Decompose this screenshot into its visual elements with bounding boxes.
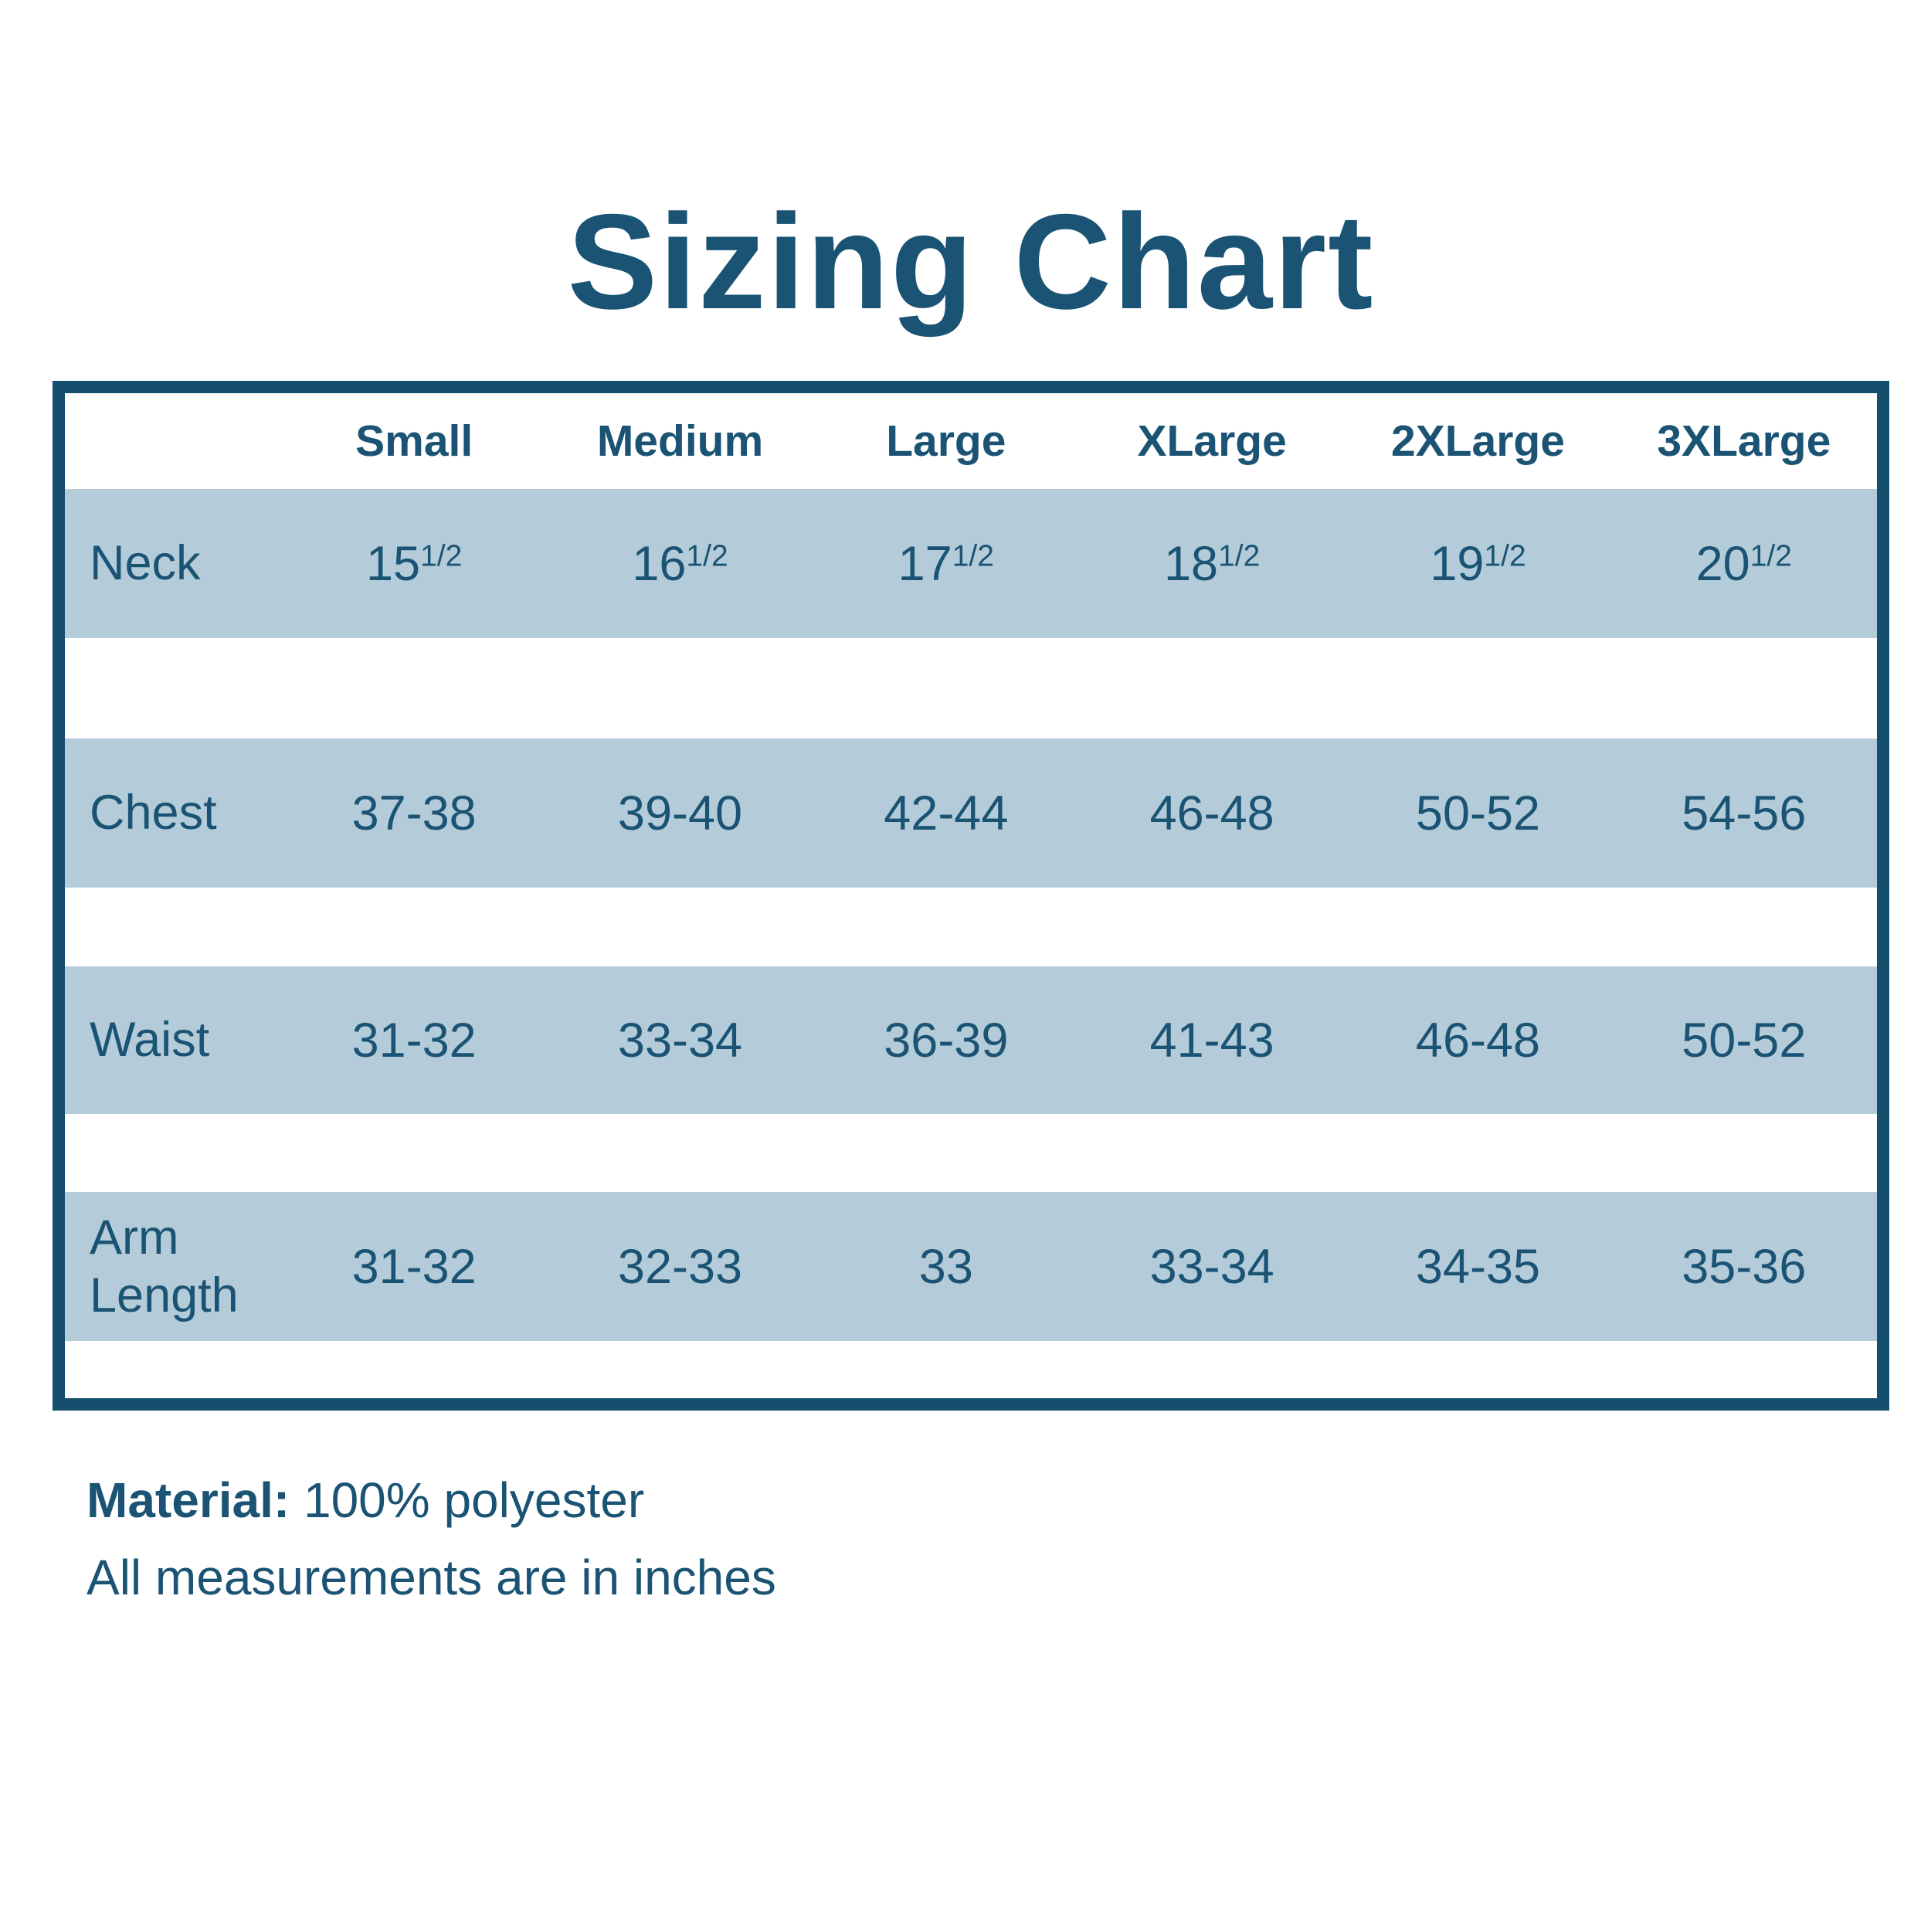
value: 16	[632, 536, 687, 591]
fraction: 1/2	[686, 538, 728, 572]
value: 50-52	[1682, 1013, 1807, 1068]
cell-chest-xlarge: 46-48	[1079, 786, 1345, 841]
value: 46-48	[1415, 1013, 1541, 1068]
row-neck: Neck 151/2 161/2 171/2 181/2 191/2 201/2	[65, 489, 1877, 638]
cell-arm-large: 33	[813, 1239, 1079, 1295]
cell-chest-2xlarge: 50-52	[1345, 786, 1610, 841]
fraction: 1/2	[1484, 538, 1526, 572]
value: 31-32	[351, 1013, 477, 1068]
row-chest: Chest 37-38 39-40 42-44 46-48 50-52 54-5…	[65, 739, 1877, 888]
cell-waist-medium: 33-34	[547, 1013, 813, 1068]
value: 34-35	[1415, 1239, 1541, 1294]
cell-waist-large: 36-39	[813, 1013, 1079, 1068]
measurement-note: All measurements are in inches	[87, 1550, 776, 1605]
cell-arm-medium: 32-33	[547, 1239, 813, 1295]
column-header-small: Small	[355, 416, 473, 466]
cell-chest-medium: 39-40	[547, 786, 813, 841]
fraction: 1/2	[1749, 538, 1792, 572]
footer-notes: Material: 100% polyester All measurement…	[87, 1462, 776, 1616]
cell-arm-small: 31-32	[281, 1239, 547, 1295]
gap-row	[65, 1114, 1877, 1192]
cell-neck-xlarge: 181/2	[1079, 536, 1345, 592]
column-header-3xlarge: 3XLarge	[1657, 416, 1831, 466]
value: 32-33	[617, 1239, 743, 1294]
row-label-chest: Chest	[90, 786, 217, 840]
page-title: Sizing Chart	[567, 187, 1375, 338]
header-row: Small Medium Large XLarge 2XLarge 3XLarg…	[65, 393, 1877, 489]
row-label-waist: Waist	[90, 1013, 210, 1068]
material-line: Material: 100% polyester	[87, 1462, 776, 1539]
cell-waist-xlarge: 41-43	[1079, 1013, 1345, 1068]
value: 19	[1430, 536, 1485, 591]
value: 17	[898, 536, 952, 591]
cell-waist-3xlarge: 50-52	[1611, 1013, 1877, 1068]
fraction: 1/2	[420, 538, 463, 572]
value: 35-36	[1682, 1239, 1807, 1294]
value: 50-52	[1415, 786, 1541, 840]
value: 36-39	[884, 1013, 1009, 1068]
value: 54-56	[1682, 786, 1807, 840]
column-header-medium: Medium	[596, 416, 764, 466]
value: 20	[1695, 536, 1750, 591]
row-label-neck: Neck	[90, 536, 201, 591]
column-header-xlarge: XLarge	[1137, 416, 1287, 466]
cell-arm-2xlarge: 34-35	[1345, 1239, 1610, 1295]
cell-chest-small: 37-38	[281, 786, 547, 841]
value: 46-48	[1149, 786, 1274, 840]
value: 42-44	[884, 786, 1009, 840]
cell-neck-medium: 161/2	[547, 536, 813, 592]
cell-chest-large: 42-44	[813, 786, 1079, 841]
value: 33-34	[617, 1013, 743, 1068]
value: 37-38	[351, 786, 477, 840]
row-label-arm-length: Arm Length	[90, 1210, 239, 1323]
cell-neck-small: 151/2	[281, 536, 547, 592]
cell-waist-2xlarge: 46-48	[1345, 1013, 1610, 1068]
cell-arm-3xlarge: 35-36	[1611, 1239, 1877, 1295]
value: 15	[365, 536, 421, 591]
gap-row	[65, 888, 1877, 966]
cell-waist-small: 31-32	[281, 1013, 547, 1068]
column-header-2xlarge: 2XLarge	[1391, 416, 1565, 466]
fraction: 1/2	[952, 538, 994, 572]
cell-neck-large: 171/2	[813, 536, 1079, 592]
value: 33	[918, 1239, 973, 1294]
value: 31-32	[351, 1239, 477, 1294]
cell-arm-xlarge: 33-34	[1079, 1239, 1345, 1295]
fraction: 1/2	[1218, 538, 1261, 572]
gap-row	[65, 1341, 1877, 1398]
gap-row	[65, 638, 1877, 739]
row-arm-length: Arm Length 31-32 32-33 33 33-34 34-35 35…	[65, 1192, 1877, 1341]
cell-neck-3xlarge: 201/2	[1611, 536, 1877, 592]
size-chart-table: Small Medium Large XLarge 2XLarge 3XLarg…	[53, 381, 1889, 1411]
material-value: 100% polyester	[303, 1472, 645, 1528]
row-waist: Waist 31-32 33-34 36-39 41-43 46-48 50-5…	[65, 966, 1877, 1114]
value: 18	[1163, 536, 1219, 591]
value: 41-43	[1149, 1013, 1274, 1068]
column-header-large: Large	[886, 416, 1006, 466]
cell-chest-3xlarge: 54-56	[1611, 786, 1877, 841]
cell-neck-2xlarge: 191/2	[1345, 536, 1610, 592]
material-label: Material:	[87, 1472, 290, 1528]
value: 39-40	[617, 786, 743, 840]
value: 33-34	[1149, 1239, 1274, 1294]
